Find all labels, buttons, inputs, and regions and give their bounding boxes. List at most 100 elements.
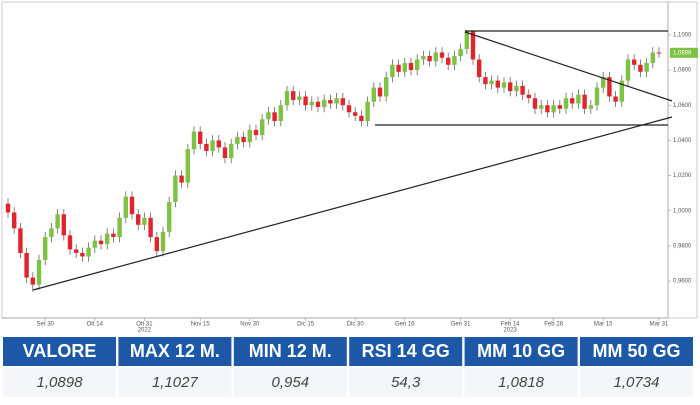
- candle-body: [36, 259, 42, 285]
- candle-body: [421, 55, 426, 60]
- candle-body: [582, 94, 587, 109]
- y-tick-label: 1,0800: [673, 68, 692, 74]
- value-text: 1,1027: [152, 374, 199, 391]
- candle-body: [458, 48, 463, 56]
- value-cell: [580, 368, 693, 397]
- candle-body: [508, 82, 513, 92]
- candle-body: [495, 80, 500, 88]
- candle-body: [644, 63, 649, 72]
- candle-body: [439, 52, 445, 58]
- candle-body: [18, 228, 23, 253]
- candle-body: [346, 105, 352, 113]
- candle-body: [334, 98, 339, 104]
- candle-body: [216, 140, 221, 148]
- candle-body: [415, 59, 420, 71]
- candle-body: [229, 143, 234, 158]
- stats-table: VALORE 1,0898 MAX 12 M. 1,1027 MIN 12 M. 0,95…: [3, 337, 693, 397]
- value-text: 1,0734: [614, 374, 660, 391]
- value-cell: [349, 368, 463, 397]
- candle-body: [98, 240, 104, 245]
- candle-body: [55, 214, 60, 229]
- candle-body: [563, 98, 569, 109]
- candle-body: [160, 231, 166, 252]
- candle-body: [167, 201, 172, 232]
- x-tick-label: Mar 15: [594, 322, 613, 328]
- candle-body: [365, 101, 370, 122]
- y-tick-label: 0,9600: [673, 279, 692, 285]
- value-cell: [118, 368, 232, 397]
- value-text: 1,0898: [37, 374, 84, 391]
- candle-body: [594, 87, 600, 106]
- candle-body: [266, 112, 271, 120]
- candle-body: [551, 105, 556, 113]
- chart-frame: [1, 1, 698, 319]
- candle-body: [111, 233, 116, 238]
- value-cell: [3, 368, 116, 397]
- candle-body: [446, 57, 451, 65]
- candle-body: [253, 129, 259, 136]
- candle-body: [520, 85, 525, 95]
- candle-body: [632, 59, 637, 65]
- candle-body: [278, 105, 283, 122]
- candle-body: [191, 131, 197, 150]
- candle-body: [43, 237, 48, 260]
- candle-body: [464, 31, 469, 49]
- x-tick-label: Ott 14: [87, 322, 104, 328]
- candle-body: [613, 96, 618, 102]
- candle-body: [185, 149, 190, 183]
- header-text: MM 10 GG: [477, 341, 565, 361]
- candle-body: [129, 196, 135, 215]
- candle-body: [625, 59, 631, 81]
- value-text: 1,0818: [498, 374, 545, 391]
- candle-body: [92, 240, 97, 248]
- x-tick-label: Mar 31: [650, 322, 669, 328]
- candle-body: [179, 175, 184, 183]
- candle-body: [260, 119, 265, 136]
- candle-body: [49, 228, 54, 238]
- candle-body: [539, 105, 544, 109]
- candle-body: [241, 136, 246, 143]
- candle-body: [470, 31, 476, 60]
- y-tick-label: 1,1000: [673, 32, 692, 38]
- candle-body: [303, 96, 308, 106]
- x-tick-label: Feb 14: [501, 322, 520, 328]
- candle-body: [359, 115, 364, 122]
- candle-body: [24, 252, 29, 278]
- candle-body: [433, 52, 438, 62]
- candle-body: [557, 105, 562, 109]
- candle-body: [408, 63, 414, 71]
- candle-body: [390, 64, 395, 78]
- candle-body: [353, 112, 358, 116]
- candle-body: [427, 55, 432, 62]
- candle-body: [222, 147, 228, 158]
- candle-body: [284, 91, 290, 106]
- candle-body: [371, 87, 376, 102]
- value-text: 0,954: [272, 374, 310, 391]
- candle-body: [514, 85, 519, 92]
- candle-body: [297, 96, 302, 100]
- candle-body: [607, 77, 612, 97]
- x-tick-label: Set 30: [37, 322, 55, 328]
- x-tick-label: Feb 28: [544, 322, 563, 328]
- candle-body: [328, 99, 333, 104]
- x-tick-label: Gen 16: [395, 322, 415, 328]
- x-year-label: 2022: [138, 328, 152, 334]
- y-tick-label: 1,0600: [673, 103, 692, 109]
- candle-body: [315, 101, 321, 107]
- candle-body: [247, 129, 252, 143]
- candle-body: [123, 196, 128, 218]
- candle-body: [340, 98, 345, 106]
- candle-body: [148, 217, 153, 238]
- candle-body: [402, 63, 407, 72]
- candle-body: [650, 52, 655, 64]
- candle-body: [452, 55, 457, 65]
- x-tick-label: Nov 15: [191, 322, 211, 328]
- x-tick-label: Gen 31: [451, 322, 471, 328]
- candle-body: [545, 105, 550, 113]
- candle-body: [80, 252, 85, 257]
- header-cell: [580, 337, 693, 366]
- header-cell: [233, 337, 347, 366]
- support-trendline: [32, 116, 673, 291]
- candle-body: [309, 101, 314, 106]
